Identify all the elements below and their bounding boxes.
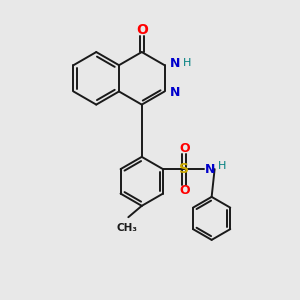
Text: O: O	[179, 142, 190, 155]
Text: N: N	[170, 86, 180, 100]
Text: CH₃: CH₃	[116, 223, 137, 232]
Text: N: N	[170, 57, 180, 70]
Text: S: S	[179, 162, 189, 176]
Text: O: O	[179, 184, 190, 196]
Text: N: N	[205, 163, 215, 176]
Text: H: H	[183, 58, 191, 68]
Text: H: H	[218, 160, 226, 170]
Text: O: O	[136, 23, 148, 37]
